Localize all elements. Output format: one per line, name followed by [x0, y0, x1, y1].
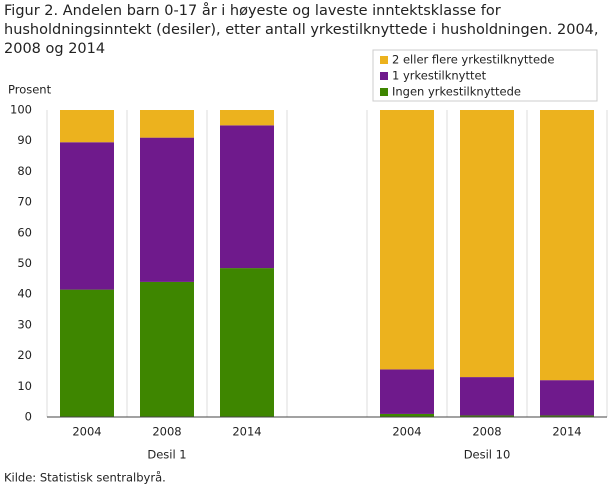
bar-segment — [140, 281, 194, 417]
bar-segment — [380, 369, 434, 414]
y-tick-label: 70 — [17, 195, 32, 209]
y-tick-label: 90 — [17, 133, 32, 147]
group-label: Desil 10 — [464, 448, 511, 462]
y-tick-label: 40 — [17, 287, 32, 301]
y-tick-label: 100 — [10, 103, 32, 117]
y-tick-label: 60 — [17, 225, 32, 239]
legend-label: Ingen yrkestilknyttede — [392, 85, 521, 99]
bar-segment — [540, 380, 594, 416]
bar-segment — [140, 110, 194, 138]
bar-segment — [540, 415, 594, 417]
bar-segment — [460, 377, 514, 416]
x-tick-label: 2008 — [472, 425, 501, 439]
y-tick-label: 50 — [17, 256, 32, 270]
y-tick-label: 20 — [17, 348, 32, 362]
x-tick-label: 2008 — [152, 425, 181, 439]
bar-segment — [60, 142, 114, 290]
bar-segment — [540, 110, 594, 381]
y-tick-label: 0 — [25, 410, 32, 424]
y-axis-label: Prosent — [8, 83, 52, 97]
y-tick-label: 80 — [17, 164, 32, 178]
legend-label: 1 yrkestilknyttet — [392, 69, 487, 83]
x-tick-label: 2004 — [392, 425, 421, 439]
group-label: Desil 1 — [147, 448, 186, 462]
y-tick-label: 10 — [17, 379, 32, 393]
bar-segment — [380, 110, 434, 370]
bar-segment — [140, 137, 194, 282]
x-tick-label: 2014 — [552, 425, 581, 439]
legend-swatch — [380, 88, 388, 96]
x-tick-label: 2004 — [72, 425, 101, 439]
legend-box — [372, 49, 598, 102]
y-tick-label: 30 — [17, 317, 32, 331]
bar-segment — [380, 413, 434, 417]
bar-segment — [460, 110, 514, 378]
chart-title: Figur 2. Andelen barn 0-17 år i høyeste … — [4, 3, 599, 57]
legend-label: 2 eller flere yrkestilknyttede — [392, 53, 554, 67]
bar-segment — [60, 110, 114, 143]
bar-segment — [220, 125, 274, 269]
bar-segment — [220, 268, 274, 417]
bar-segment — [220, 110, 274, 126]
bar-segment — [60, 289, 114, 417]
legend-swatch — [380, 72, 388, 80]
legend-swatch — [380, 56, 388, 64]
x-tick-label: 2014 — [232, 425, 261, 439]
bar-segment — [460, 415, 514, 417]
source: Kilde: Statistisk sentralbyrå. — [4, 471, 166, 485]
